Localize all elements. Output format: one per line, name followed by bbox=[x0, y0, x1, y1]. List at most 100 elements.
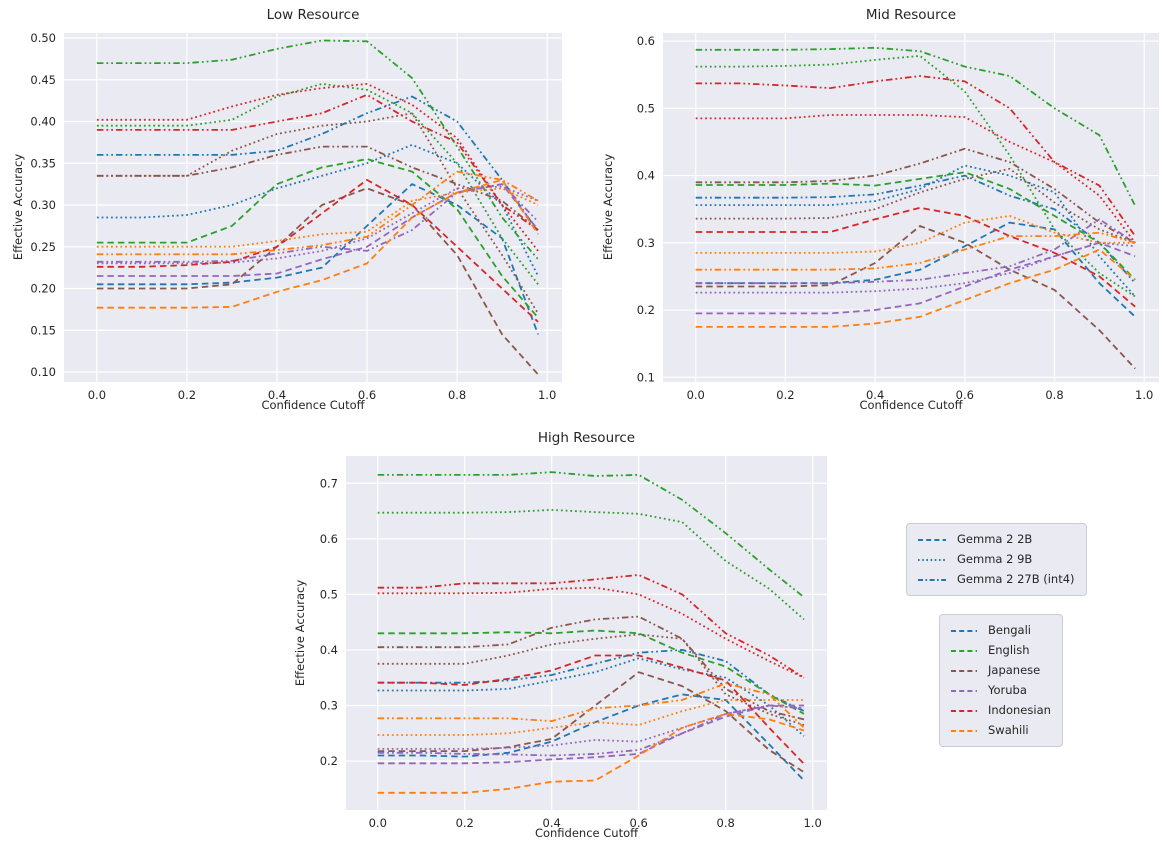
y-tick-label: 0.3 bbox=[320, 699, 338, 713]
line-bengali-gemma-2-2b bbox=[695, 221, 1136, 318]
line-swahili-gemma-2-2b bbox=[377, 713, 805, 794]
line-indonesian-gemma-2-27b-int4 bbox=[377, 574, 805, 679]
y-tick-label: 0.25 bbox=[30, 240, 56, 254]
y-tick-label: 0.4 bbox=[320, 643, 338, 657]
x-tick-label: 0.2 bbox=[456, 816, 474, 830]
line-bengali-gemma-2-2b bbox=[96, 183, 539, 335]
y-tick-label: 0.5 bbox=[637, 101, 655, 115]
line-swahili-gemma-2-27b-int4 bbox=[377, 682, 805, 729]
legend-languages-line-swatch-english bbox=[951, 649, 977, 652]
legend-languages-line-swatch-yoruba bbox=[951, 689, 977, 692]
x-tick-label: 0.0 bbox=[687, 388, 705, 402]
x-axis-label-low: Confidence Cutoff bbox=[261, 398, 365, 412]
legend-languages-label: Yoruba bbox=[988, 683, 1027, 697]
legend-languages-item-indonesian: Indonesian bbox=[951, 703, 1051, 718]
legend-models-line-swatch-gemma-2-9b bbox=[918, 558, 946, 561]
line-swahili-gemma-2-2b bbox=[96, 179, 539, 309]
y-axis-label-low: Effective Accuracy bbox=[11, 153, 25, 261]
line-swahili-gemma-2-27b-int4 bbox=[695, 231, 1136, 271]
x-tick-label: 0.8 bbox=[448, 388, 466, 402]
y-tick-label: 0.3 bbox=[637, 236, 655, 250]
series-lines bbox=[377, 471, 805, 794]
y-tick-label: 0.2 bbox=[320, 754, 338, 768]
line-swahili-gemma-2-9b bbox=[96, 187, 539, 248]
x-tick-label: 1.0 bbox=[538, 388, 556, 402]
series-lines bbox=[695, 46, 1137, 370]
line-japanese-gemma-2-9b bbox=[96, 112, 539, 314]
x-tick-label: 0.4 bbox=[543, 816, 561, 830]
line-indonesian-gemma-2-27b-int4 bbox=[695, 75, 1136, 237]
line-english-gemma-2-2b bbox=[695, 171, 1136, 281]
legend-languages-item-bengali: Bengali bbox=[951, 623, 1051, 638]
x-tick-label: 0.8 bbox=[1045, 388, 1063, 402]
plot-title-high-resource: High Resource bbox=[537, 430, 636, 446]
line-english-gemma-2-27b-int4 bbox=[695, 46, 1137, 207]
legend-languages-item-swahili: Swahili bbox=[951, 723, 1051, 738]
line-english-gemma-2-9b bbox=[377, 509, 805, 621]
x-tick-label: 0.4 bbox=[268, 388, 286, 402]
line-bengali-gemma-2-9b bbox=[96, 144, 539, 277]
legend-models-label: Gemma 2 9B bbox=[957, 552, 1033, 566]
line-japanese-gemma-2-2b bbox=[695, 225, 1136, 370]
subplot-low-resource: 0.0 0.2 0.4 0.6 0.8 1.0 0.10 0.15 0.20 0.25 0.30 0.… bbox=[30, 31, 562, 402]
legend-models-item-gemma-2-2b: Gemma 2 2B bbox=[918, 532, 1075, 547]
legend-languages-label: Bengali bbox=[988, 623, 1031, 637]
line-indonesian-gemma-2-2b bbox=[377, 654, 805, 765]
line-english-gemma-2-27b-int4 bbox=[96, 39, 539, 260]
line-japanese-gemma-2-2b bbox=[96, 187, 539, 376]
line-english-gemma-2-2b bbox=[96, 158, 539, 319]
y-tick-label: 0.6 bbox=[320, 532, 338, 546]
x-tick-label: 0.6 bbox=[956, 388, 974, 402]
line-japanese-gemma-2-27b-int4 bbox=[377, 615, 805, 721]
line-bengali-gemma-2-27b-int4 bbox=[695, 174, 1136, 284]
x-tick-label: 0.2 bbox=[178, 388, 196, 402]
legend-models-label: Gemma 2 2B bbox=[957, 532, 1033, 546]
x-tick-label: 0.8 bbox=[717, 816, 735, 830]
legend-languages-label: Swahili bbox=[988, 723, 1029, 737]
x-tick-label: 0.6 bbox=[630, 816, 648, 830]
legend-models-label: Gemma 2 27B (int4) bbox=[957, 572, 1075, 586]
line-bengali-gemma-2-27b-int4 bbox=[96, 95, 539, 233]
subplot-mid-resource: 0.0 0.2 0.4 0.6 0.8 1.0 0.1 0.2 0.3 0.4 0.5 0.6 bbox=[637, 33, 1159, 402]
plot-title-low-resource: Low Resource bbox=[266, 7, 360, 23]
subplot-high-resource: 0.0 0.2 0.4 0.6 0.8 1.0 0.2 0.3 0.4 0.5 0.6 0.7 bbox=[320, 456, 827, 830]
x-tick-label: 0.4 bbox=[866, 388, 884, 402]
line-swahili-gemma-2-9b bbox=[377, 699, 804, 736]
legend-languages-label: Indonesian bbox=[988, 703, 1051, 717]
line-indonesian-gemma-2-2b bbox=[96, 179, 539, 323]
legend-languages: Bengali English Japanese Yoruba Indonesian Sw… bbox=[939, 614, 1063, 747]
legend-languages-item-english: English bbox=[951, 643, 1051, 658]
y-tick-label: 0.2 bbox=[637, 303, 655, 317]
legend-languages-line-swatch-indonesian bbox=[951, 709, 977, 712]
y-tick-label: 0.5 bbox=[320, 587, 338, 601]
line-japanese-gemma-2-2b bbox=[377, 671, 805, 773]
x-tick-label: 0.2 bbox=[776, 388, 794, 402]
line-yoruba-gemma-2-27b-int4 bbox=[377, 704, 805, 757]
y-tick-label: 0.4 bbox=[637, 169, 655, 183]
plot-title-mid-resource: Mid Resource bbox=[865, 7, 957, 23]
y-tick-label: 0.30 bbox=[30, 198, 56, 212]
legend-languages-item-japanese: Japanese bbox=[951, 663, 1051, 678]
plot-background bbox=[346, 456, 827, 810]
line-indonesian-gemma-2-2b bbox=[695, 206, 1136, 308]
y-tick-label: 0.10 bbox=[30, 365, 56, 379]
y-tick-label: 0.35 bbox=[30, 156, 56, 170]
line-yoruba-gemma-2-9b bbox=[377, 704, 805, 750]
legend-models-line-swatch-gemma-2-27b-int4 bbox=[918, 578, 946, 581]
legend-languages-line-swatch-swahili bbox=[951, 729, 977, 732]
y-tick-label: 0.45 bbox=[30, 73, 56, 87]
line-bengali-gemma-2-9b bbox=[695, 164, 1136, 298]
line-yoruba-gemma-2-9b bbox=[96, 185, 539, 265]
legend-models-line-swatch-gemma-2-2b bbox=[918, 538, 946, 541]
legend-languages-line-swatch-japanese bbox=[951, 669, 977, 672]
line-swahili-gemma-2-2b bbox=[695, 248, 1136, 328]
y-tick-label: 0.40 bbox=[30, 115, 56, 129]
line-yoruba-gemma-2-2b bbox=[695, 241, 1136, 315]
line-swahili-gemma-2-27b-int4 bbox=[96, 170, 539, 256]
legend-languages-label: Japanese bbox=[988, 663, 1041, 677]
x-tick-label: 1.0 bbox=[803, 816, 821, 830]
legend-models-item-gemma-2-9b: Gemma 2 9B bbox=[918, 552, 1075, 567]
line-yoruba-gemma-2-2b bbox=[96, 183, 539, 277]
legend-languages-label: English bbox=[988, 643, 1030, 657]
